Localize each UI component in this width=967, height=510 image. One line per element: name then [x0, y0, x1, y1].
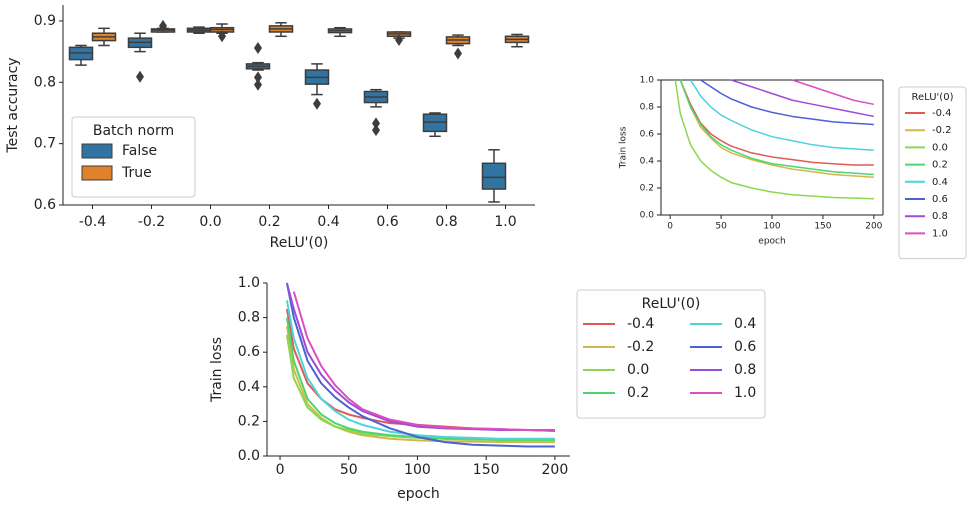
legend-label: 0.8: [734, 362, 756, 378]
legend-label: -0.4: [627, 316, 654, 332]
y-tick-label: 0.8: [238, 310, 260, 326]
y-tick-label: 0.6: [34, 197, 56, 213]
x-tick-label: 0.2: [258, 214, 280, 230]
x-tick-label: 0: [667, 222, 673, 232]
line: [679, 79, 874, 178]
legend-swatch: [81, 165, 113, 181]
x-axis-label: epoch: [758, 237, 785, 247]
line: [285, 282, 555, 448]
legend-title: ReLU'(0): [912, 92, 954, 103]
legend-label: 0.4: [734, 316, 756, 332]
y-tick-label: 0.7: [34, 136, 56, 152]
legend-label: False: [122, 143, 157, 159]
x-tick-label: -0.2: [138, 214, 165, 230]
outlier: [253, 41, 262, 54]
legend-box: [576, 289, 766, 419]
x-tick-label: 50: [715, 222, 727, 232]
y-axis-label: Train loss: [209, 337, 225, 403]
line: [792, 79, 874, 106]
legend-label: 0.2: [627, 385, 649, 401]
y-tick-label: 0.2: [238, 413, 260, 429]
legend-label: 0.2: [932, 160, 948, 171]
x-tick-label: 100: [404, 462, 431, 478]
outlier: [253, 71, 262, 84]
x-tick-label: 200: [865, 222, 882, 232]
legend-label: 0.0: [932, 142, 948, 153]
x-tick-label: 100: [763, 222, 780, 232]
legend-title: Batch norm: [93, 123, 174, 139]
line: [731, 79, 874, 118]
legend-label: 0.8: [932, 211, 948, 222]
legend-label: -0.4: [932, 108, 952, 119]
legend-label: 0.0: [627, 362, 649, 378]
y-tick-label: 0.6: [238, 344, 260, 360]
y-tick-label: 0.4: [640, 157, 655, 167]
legend-label: 1.0: [734, 385, 756, 401]
box: [481, 162, 507, 190]
x-axis-label: epoch: [397, 486, 440, 502]
y-tick-label: 1.0: [640, 76, 655, 86]
line: [285, 326, 555, 444]
outlier: [135, 70, 144, 83]
y-axis-label: Test accuracy: [5, 57, 21, 153]
outlier: [454, 47, 463, 60]
legend-label: 0.6: [932, 194, 948, 205]
y-tick-label: 0.2: [640, 184, 654, 194]
outlier: [371, 117, 380, 130]
x-tick-label: 50: [340, 462, 358, 478]
legend-label: -0.2: [627, 339, 654, 355]
line: [674, 79, 874, 200]
legend-label: 0.4: [932, 177, 948, 188]
x-axis-label: ReLU'(0): [270, 235, 329, 251]
y-tick-label: 0.0: [238, 448, 260, 464]
line: [285, 308, 555, 432]
y-tick-label: 1.0: [238, 275, 260, 291]
line: [689, 79, 874, 151]
line: [292, 291, 555, 432]
x-tick-label: 150: [814, 222, 831, 232]
legend-title: ReLU'(0): [642, 296, 701, 312]
y-tick-label: 0.0: [640, 211, 655, 221]
legend-label: -0.2: [932, 125, 952, 136]
x-tick-label: 1.0: [494, 214, 516, 230]
y-tick-label: 0.6: [640, 130, 655, 140]
x-tick-label: 0.6: [376, 214, 398, 230]
line: [285, 300, 555, 440]
legend-label: 0.6: [734, 339, 756, 355]
chart: 0.6 0.7 0.8 0.9 ReLU'(0) Test accuracy -0.4 -0.…: [5, 5, 535, 251]
outlier: [218, 30, 227, 43]
outlier: [312, 97, 321, 110]
x-tick-label: 0.8: [435, 214, 457, 230]
legend-swatch: [81, 143, 113, 159]
chart: 0.0 0.2 0.4 0.6 0.8 1.0 epoch Train loss 0 50 100 1…: [619, 76, 967, 260]
chart: 0.0 0.2 0.4 0.6 0.8 1.0 epoch Train loss 0 50 100 1…: [209, 275, 766, 502]
outlier: [253, 78, 262, 91]
legend-label: 1.0: [932, 228, 948, 239]
outlier: [159, 19, 168, 32]
x-tick-label: 0.4: [317, 214, 339, 230]
outlier: [395, 33, 404, 46]
x-tick-label: 150: [473, 462, 500, 478]
y-tick-label: 0.9: [34, 13, 56, 29]
line: [679, 79, 874, 176]
x-tick-label: 0.0: [199, 214, 221, 230]
y-tick-label: 0.8: [34, 74, 56, 90]
legend-label: True: [121, 165, 152, 181]
y-axis-label: Train loss: [619, 126, 629, 169]
y-tick-label: 0.8: [640, 103, 655, 113]
line: [700, 79, 874, 126]
y-tick-label: 0.4: [238, 379, 260, 395]
outlier: [371, 124, 380, 137]
x-tick-label: -0.4: [79, 214, 106, 230]
x-tick-label: 200: [542, 462, 569, 478]
x-tick-label: 0: [276, 462, 285, 478]
line: [285, 282, 555, 432]
